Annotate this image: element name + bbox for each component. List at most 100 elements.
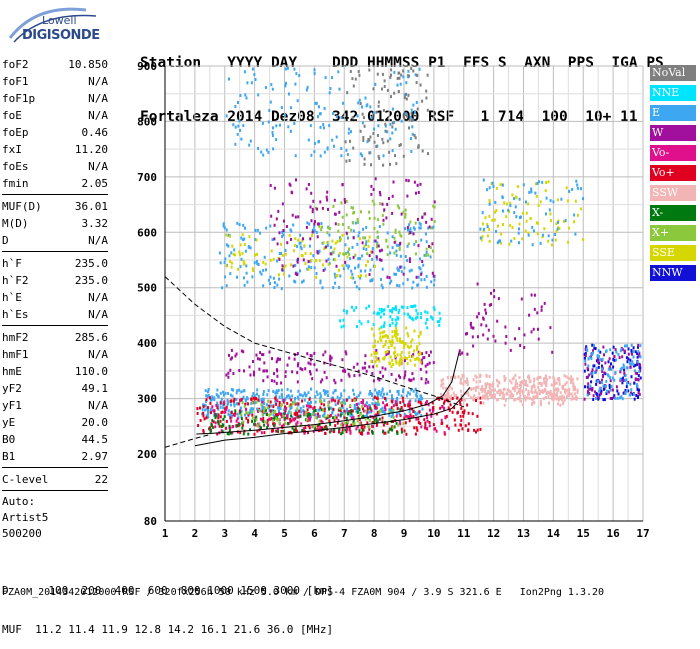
data-point [346, 309, 348, 313]
data-point [253, 419, 256, 423]
data-point [358, 422, 361, 426]
data-point [202, 429, 205, 432]
data-point [349, 431, 352, 435]
data-point [337, 413, 340, 417]
data-point [597, 379, 599, 383]
data-point [575, 395, 577, 399]
data-point [586, 349, 589, 353]
data-point [379, 278, 382, 281]
data-point [638, 370, 641, 374]
data-point [253, 261, 256, 265]
data-point [373, 351, 376, 354]
data-point [628, 393, 631, 397]
data-point [301, 399, 304, 403]
data-point [538, 180, 540, 184]
data-point [466, 403, 469, 407]
data-point [313, 225, 316, 229]
param-row: h`E N/A [2, 289, 108, 306]
data-point [227, 432, 230, 436]
data-point [338, 286, 341, 289]
data-point [374, 82, 377, 86]
data-point [618, 356, 621, 359]
data-point [354, 280, 356, 284]
data-point [428, 361, 431, 365]
data-point [366, 421, 369, 425]
data-point [451, 410, 454, 414]
data-point [364, 236, 367, 240]
data-point [349, 429, 352, 433]
data-point [369, 268, 372, 272]
data-point [527, 231, 530, 235]
data-point [514, 398, 517, 401]
data-point [603, 353, 605, 357]
data-point [545, 392, 548, 395]
data-point [408, 118, 411, 122]
data-point [410, 378, 413, 382]
data-point [278, 273, 280, 277]
param-row: foEp 0.46 [2, 124, 108, 141]
data-point [417, 145, 420, 149]
data-point [479, 227, 482, 231]
param-name: C-level [2, 473, 49, 486]
data-point [488, 199, 491, 202]
data-point [356, 242, 359, 246]
data-point [272, 126, 274, 130]
data-point [341, 431, 344, 435]
data-point [277, 209, 280, 213]
data-point [326, 190, 329, 194]
data-point [392, 408, 395, 412]
data-point [282, 398, 285, 402]
data-point [210, 408, 213, 411]
data-point [408, 231, 410, 235]
data-point [365, 226, 368, 229]
data-point [352, 84, 355, 88]
data-point [413, 329, 416, 333]
data-point [427, 380, 430, 384]
param-separator [2, 490, 108, 491]
data-point [389, 75, 392, 79]
param-row: foF2 10.850 [2, 56, 108, 73]
data-point [341, 412, 344, 415]
data-point [320, 402, 323, 406]
data-point [213, 397, 216, 401]
data-point [386, 422, 389, 425]
data-point [391, 428, 394, 432]
data-point [630, 351, 633, 354]
data-point [360, 426, 363, 430]
data-point [590, 380, 593, 384]
data-point [518, 376, 521, 380]
data-point [528, 190, 531, 194]
data-point [422, 263, 425, 267]
data-point [586, 366, 589, 370]
data-point [413, 349, 416, 353]
data-point [398, 360, 401, 364]
data-point [432, 361, 435, 365]
data-point [410, 268, 413, 272]
data-point [242, 350, 245, 354]
data-point [391, 358, 394, 362]
data-point [216, 394, 219, 398]
data-point [345, 200, 348, 203]
data-point [357, 257, 360, 261]
data-point [626, 381, 629, 385]
data-point [364, 96, 367, 100]
data-point [390, 308, 393, 312]
auto-line: 500200 [2, 527, 42, 540]
data-point [580, 187, 582, 191]
data-point [350, 206, 353, 209]
data-point [337, 419, 340, 423]
data-point [350, 276, 353, 280]
data-point [254, 253, 256, 257]
data-point [532, 384, 535, 388]
data-point [384, 431, 387, 435]
data-point [488, 303, 491, 307]
data-point [359, 102, 362, 105]
data-point [621, 348, 624, 352]
data-point [207, 412, 209, 416]
data-point [418, 266, 421, 270]
data-point [293, 428, 296, 432]
data-point [610, 362, 612, 366]
data-point [314, 424, 317, 428]
data-point [258, 422, 261, 426]
data-point [416, 428, 419, 432]
